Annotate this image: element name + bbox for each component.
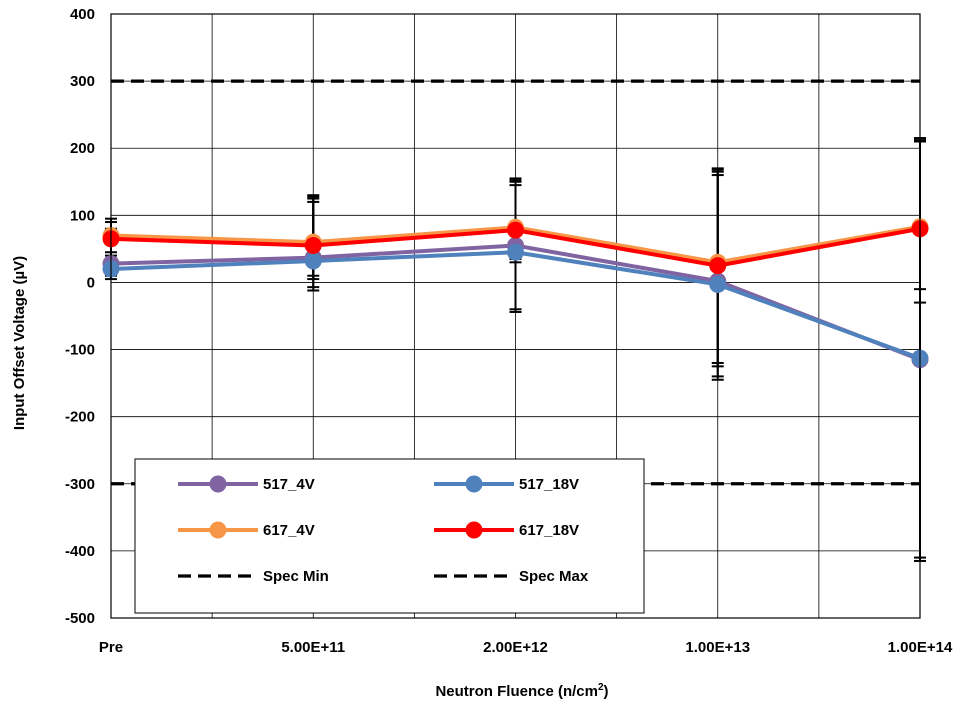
y-tick-label: -400 [65,543,95,560]
data-point [709,257,727,275]
x-tick-label: 2.00E+12 [483,639,548,656]
y-tick-label: 300 [70,73,95,90]
y-tick-label: 0 [87,274,95,291]
legend-label: 517_4V [263,476,315,493]
x-axis-ticks: Pre 5.00E+11 2.00E+12 1.00E+13 1.00E+14 [99,639,953,656]
x-axis-title-close: ) [604,683,609,700]
legend-label: 617_4V [263,522,315,539]
legend-label: 617_18V [519,522,579,539]
legend-label: Spec Max [519,568,589,585]
y-tick-label: 400 [70,6,95,23]
data-point [304,252,322,270]
x-tick-label: 5.00E+11 [281,639,345,656]
legend-label: Spec Min [263,568,329,585]
series-lines [102,218,929,369]
data-point [304,237,322,255]
y-tick-label: -500 [65,610,95,627]
y-tick-label: 200 [70,140,95,157]
x-axis-title-sup: 2 [598,682,604,693]
legend-swatch-marker [209,475,227,493]
y-axis-ticks: 400 300 200 100 0 -100 -200 -300 -400 -500 [65,6,95,627]
x-axis-title: Neutron Fluence (n/cm2) [435,682,608,700]
data-point [709,275,727,293]
legend: 517_4V 517_18V 617_4V 617_18V Spec Min Spec M… [134,458,645,614]
data-point [507,221,524,239]
legend-swatch-marker [465,475,483,493]
x-axis-title-main: Neutron Fluence (n/cm [435,683,598,700]
y-axis-title: Input Offset Voltage (µV) [11,256,28,430]
y-tick-label: 100 [70,207,95,224]
x-tick-label: 1.00E+14 [888,639,953,656]
plot-area-border [110,13,921,619]
data-point [507,243,524,261]
y-tick-label: -200 [65,409,95,426]
x-tick-label: Pre [99,639,123,656]
legend-swatch-marker [209,521,227,539]
y-tick-label: -100 [65,342,95,359]
legend-label: 517_18V [519,476,579,493]
legend-swatch-marker [465,521,483,539]
y-tick-label: -300 [65,476,95,493]
x-tick-label: 1.00E+13 [685,639,750,656]
